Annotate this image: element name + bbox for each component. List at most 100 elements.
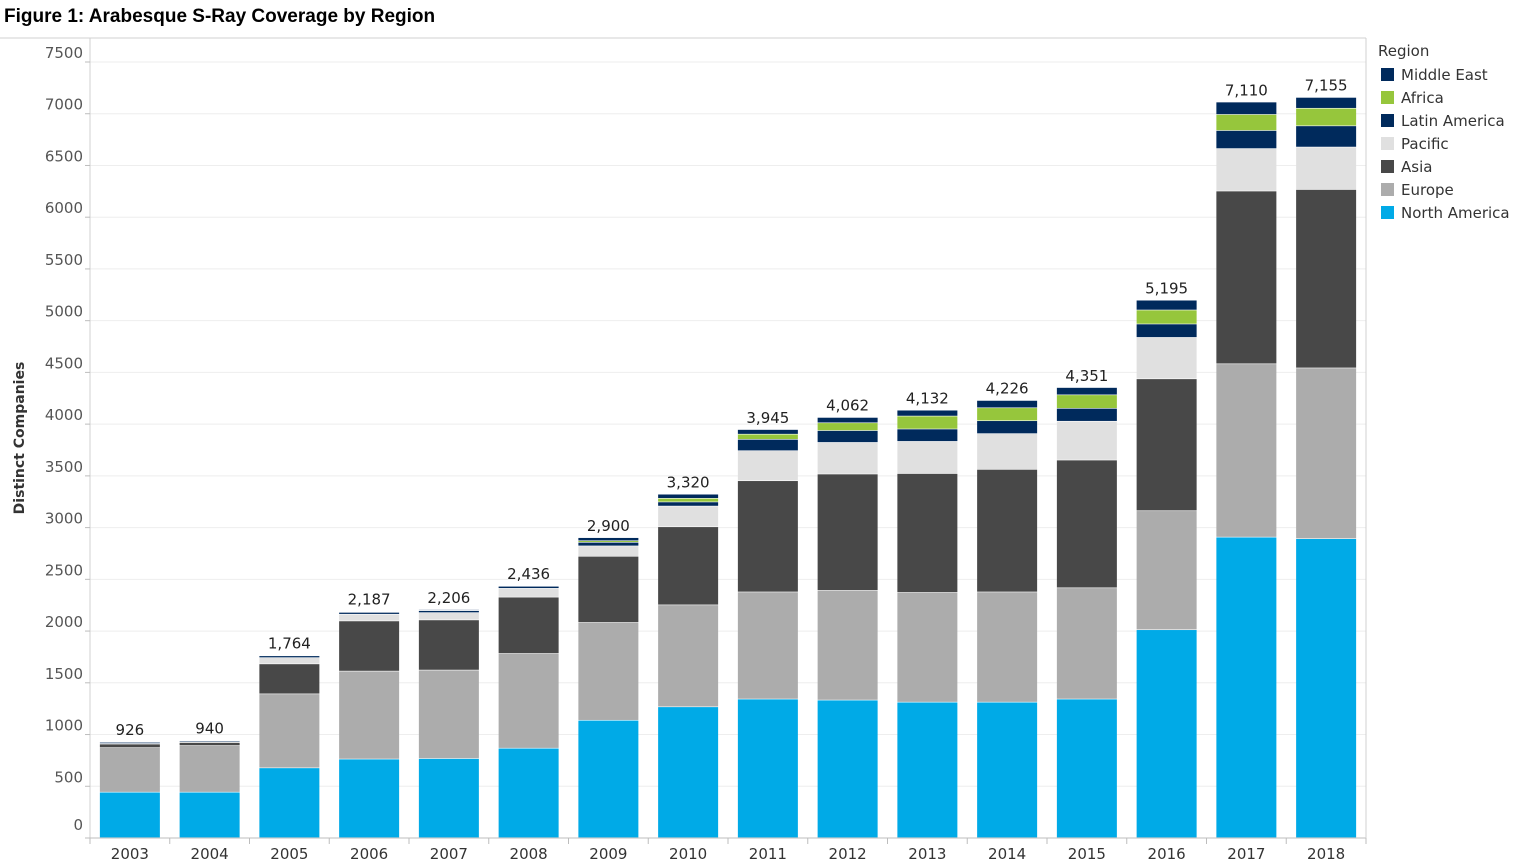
bar-segment-asia: [1296, 189, 1357, 368]
x-tick-label: 2005: [270, 845, 308, 863]
bar-segment-africa: [897, 416, 958, 429]
legend-label: North America: [1401, 203, 1510, 222]
y-tick-label: 2500: [45, 561, 83, 579]
x-tick-label: 2018: [1307, 845, 1345, 863]
labels-layer: 926 940 1,764 2,187 2,206 2,436 2,900 3,320 3,94…: [116, 77, 1348, 739]
bar-segment-pacific: [817, 442, 878, 474]
bar-segment-north-america: [1056, 699, 1117, 838]
chart-title: Figure 1: Arabesque S-Ray Coverage by Re…: [4, 6, 436, 27]
bar-segment-north-america: [1136, 630, 1197, 838]
bar-segment-europe: [99, 747, 160, 792]
legend-item-latin-america[interactable]: Latin America: [1378, 109, 1510, 132]
bar-segment-pacific: [339, 614, 400, 621]
bar-segment-north-america: [977, 702, 1038, 838]
bar-segment-europe: [977, 592, 1038, 702]
bar-segment-pacific: [259, 657, 320, 664]
x-tick-label: 2009: [589, 845, 627, 863]
y-tick-label: 4000: [45, 406, 83, 424]
bar-segment-latin-america: [897, 429, 958, 442]
bar-segment-latin-america: [339, 612, 400, 614]
bar-segment-middle-east: [578, 537, 639, 541]
y-tick-label: 6500: [45, 147, 83, 165]
bar-segment-middle-east: [1136, 300, 1197, 310]
bar-segment-europe: [179, 745, 240, 792]
x-tick-label: 2007: [430, 845, 468, 863]
legend-label: Pacific: [1401, 134, 1449, 153]
legend-swatch: [1381, 114, 1394, 127]
bar-segment-europe: [578, 622, 639, 720]
bar-segment-europe: [1136, 511, 1197, 630]
bar-segment-latin-america: [817, 430, 878, 443]
bar-segment-pacific: [897, 441, 958, 474]
y-tick-label: 3000: [45, 510, 83, 528]
bar-segment-middle-east: [737, 429, 798, 434]
bar-segment-latin-america: [259, 656, 320, 658]
bar-segment-latin-america: [658, 502, 719, 506]
legend-item-europe[interactable]: Europe: [1378, 178, 1510, 201]
legend-swatch: [1381, 91, 1394, 104]
legend-item-pacific[interactable]: Pacific: [1378, 132, 1510, 155]
bar-segment-north-america: [897, 702, 958, 838]
x-tick-label: 2016: [1148, 845, 1186, 863]
bar-total-label: 3,945: [746, 409, 789, 427]
bar-segment-asia: [658, 527, 719, 605]
y-tick-label: 6000: [45, 199, 83, 217]
bar-segment-asia: [1056, 460, 1117, 588]
bar-segment-middle-east: [1216, 102, 1277, 115]
y-tick-label: 2000: [45, 613, 83, 631]
x-tick-label: 2013: [908, 845, 946, 863]
bar-segment-pacific: [578, 546, 639, 556]
legend-item-middle-east[interactable]: Middle East: [1378, 63, 1510, 86]
bar-segment-europe: [498, 653, 559, 748]
bar-total-label: 2,206: [427, 589, 470, 607]
x-tick-label: 2017: [1227, 845, 1265, 863]
bar-segment-middle-east: [897, 410, 958, 416]
bar-segment-asia: [418, 620, 479, 670]
bar-total-label: 926: [116, 721, 145, 739]
legend-item-asia[interactable]: Asia: [1378, 155, 1510, 178]
legend-title: Region: [1378, 42, 1430, 60]
legend: Region Middle East Africa Latin America Pac…: [1378, 42, 1510, 224]
x-tick-label: 2011: [749, 845, 787, 863]
bar-segment-latin-america: [1296, 126, 1357, 147]
legend-item-north-america[interactable]: North America: [1378, 201, 1510, 224]
bar-segment-north-america: [1296, 538, 1357, 838]
bar-segment-europe: [817, 590, 878, 700]
bar-total-label: 7,110: [1225, 81, 1268, 99]
bar-segment-africa: [1056, 395, 1117, 409]
bar-segment-latin-america: [1216, 130, 1277, 149]
bar-segment-pacific: [1056, 421, 1117, 460]
bar-total-label: 3,320: [667, 473, 710, 491]
y-axis-label: Distinct Companies: [12, 362, 28, 515]
bar-segment-middle-east: [817, 417, 878, 423]
x-tick-label: 2006: [350, 845, 388, 863]
bar-segment-asia: [179, 742, 240, 746]
legend-label: Latin America: [1401, 111, 1505, 130]
bar-total-label: 2,436: [507, 565, 550, 583]
bar-segment-latin-america: [1136, 324, 1197, 338]
bar-segment-north-america: [578, 720, 639, 838]
bar-segment-europe: [658, 605, 719, 707]
x-tick-label: 2010: [669, 845, 707, 863]
bar-segment-north-america: [498, 748, 559, 838]
x-tick-label: 2014: [988, 845, 1026, 863]
y-tick-label: 4500: [45, 354, 83, 372]
y-tick-label: 7000: [45, 96, 83, 114]
bar-segment-north-america: [99, 792, 160, 838]
bar-segment-africa: [737, 434, 798, 440]
bar-total-label: 4,351: [1065, 367, 1108, 385]
bar-segment-north-america: [339, 759, 400, 838]
bar-segment-asia: [817, 474, 878, 591]
y-tick-label: 7500: [45, 44, 83, 62]
bar-segment-north-america: [1216, 537, 1277, 838]
bar-segment-africa: [977, 408, 1038, 421]
legend-swatch: [1381, 68, 1394, 81]
bar-segment-asia: [498, 597, 559, 654]
bar-segment-middle-east: [1296, 97, 1357, 108]
bar-total-label: 4,226: [986, 380, 1029, 398]
bar-segment-pacific: [977, 433, 1038, 470]
x-tick-label: 2015: [1068, 845, 1106, 863]
bar-segment-asia: [897, 473, 958, 593]
legend-item-africa[interactable]: Africa: [1378, 86, 1510, 109]
